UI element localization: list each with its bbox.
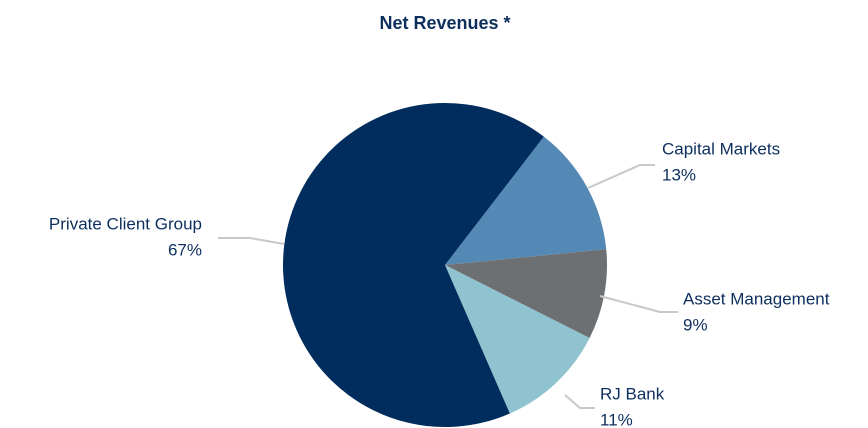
leader-line [218,237,285,245]
leader-line [564,394,595,409]
pie-slice [445,249,607,339]
chart-title: Net Revenues * [379,13,510,33]
slice-label: Private Client Group [49,214,202,233]
slice-value-label: 67% [168,240,202,259]
pie-slice [445,136,607,265]
leader-line [599,295,678,313]
slice-value-label: 13% [662,165,696,184]
leader-line [587,164,655,189]
pie-slice [445,265,590,414]
slice-label: RJ Bank [600,384,665,403]
pie-slice [283,103,544,427]
slice-label: Capital Markets [662,139,780,158]
slice-value-label: 9% [683,315,708,334]
slice-value-label: 11% [600,410,633,428]
slice-label: Asset Management [683,289,830,308]
